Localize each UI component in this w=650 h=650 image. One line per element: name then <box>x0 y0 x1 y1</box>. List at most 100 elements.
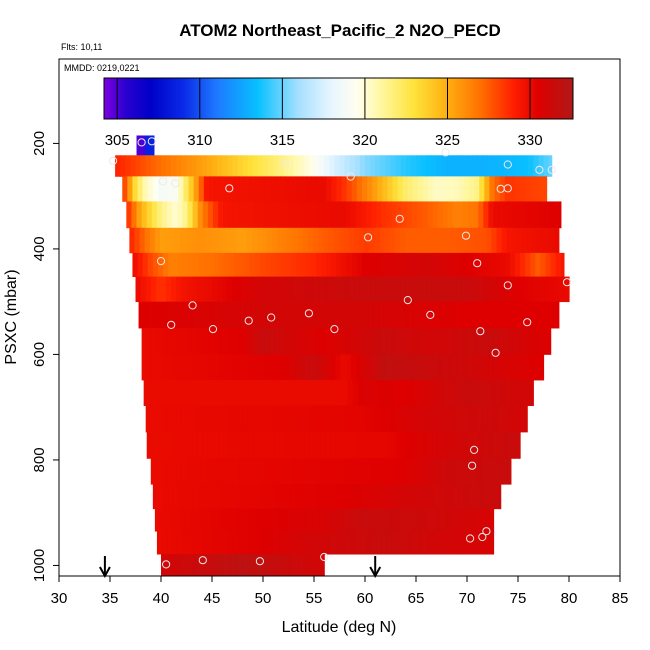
heatmap-cell <box>212 458 218 485</box>
heatmap-cell <box>373 380 379 406</box>
heatmap-cell <box>352 380 359 406</box>
heatmap-cell <box>155 155 162 177</box>
heatmap-cell <box>344 155 351 177</box>
heatmap-cell <box>315 201 321 229</box>
heatmap-cell <box>176 554 182 577</box>
heatmap-cell <box>305 252 312 278</box>
heatmap-cell <box>403 301 410 329</box>
heatmap-cell <box>460 227 467 254</box>
heatmap-cell <box>188 484 195 510</box>
heatmap-cell <box>396 531 403 555</box>
heatmap-cell <box>428 252 434 278</box>
heatmap-cell <box>437 531 444 555</box>
heatmap-cell <box>446 405 453 433</box>
heatmap-cell <box>156 531 163 555</box>
heatmap-cell <box>414 508 421 532</box>
heatmap-cell <box>437 328 444 355</box>
heatmap-cell <box>274 354 280 381</box>
heatmap-cell <box>478 201 484 229</box>
heatmap-cell <box>257 554 264 577</box>
sample-point <box>461 231 471 240</box>
heatmap-cell <box>377 252 383 278</box>
heatmap-cell <box>416 155 422 177</box>
heatmap-cell <box>308 405 315 433</box>
heatmap-cell <box>278 458 284 485</box>
heatmap-cell <box>441 458 448 485</box>
heatmap-cell <box>486 508 493 532</box>
heatmap-cell <box>485 301 492 329</box>
heatmap-cell <box>284 201 291 229</box>
heatmap-cell <box>143 380 150 406</box>
heatmap-cell <box>519 328 525 355</box>
heatmap-cell <box>410 405 417 433</box>
heatmap-cell <box>244 252 251 278</box>
heatmap-cell <box>468 201 474 229</box>
heatmap-cell <box>406 201 413 229</box>
heatmap-cell <box>161 155 167 177</box>
heatmap-cell <box>442 431 449 459</box>
heatmap-cell <box>156 328 163 355</box>
sample-point <box>267 313 276 322</box>
heatmap-cell <box>392 176 399 202</box>
heatmap-cell <box>171 405 177 433</box>
heatmap-cell <box>549 201 556 229</box>
heatmap-cell <box>242 405 249 433</box>
plot-frame <box>58 58 621 577</box>
heatmap-cell <box>250 380 257 406</box>
heatmap-cell <box>367 484 373 510</box>
heatmap-cell <box>384 508 391 532</box>
heatmap-cell <box>184 380 191 406</box>
heatmap-cell <box>433 176 440 202</box>
heatmap-cell <box>376 201 382 229</box>
heatmap-cell <box>187 328 194 355</box>
heatmap-cell <box>312 227 319 254</box>
heatmap-cell <box>436 458 443 485</box>
heatmap-row <box>156 531 495 555</box>
heatmap-cell <box>478 354 484 381</box>
heatmap-cell <box>432 201 439 229</box>
heatmap-cell <box>219 176 225 202</box>
heatmap-cell <box>481 227 487 254</box>
heatmap-cell <box>185 227 192 254</box>
heatmap-cell <box>360 354 367 381</box>
heatmap-cell <box>256 227 263 254</box>
heatmap-cell <box>135 276 142 303</box>
heatmap-cell <box>509 252 516 278</box>
heatmap-cell <box>510 301 517 329</box>
heatmap-cell <box>264 201 270 229</box>
heatmap-cell <box>293 155 300 177</box>
heatmap-cell <box>456 458 463 485</box>
y-tick-label: 800 <box>31 447 48 472</box>
heatmap-cell <box>162 201 168 229</box>
heatmap-cell <box>489 176 496 202</box>
heatmap-cell <box>539 354 545 381</box>
heatmap-cell <box>548 276 555 303</box>
heatmap-cell <box>472 276 478 303</box>
heatmap-cell <box>326 252 332 278</box>
heatmap-cell <box>159 508 166 532</box>
heatmap-cell <box>286 380 293 406</box>
heatmap-cell <box>336 176 343 202</box>
heatmap-cell <box>357 380 364 406</box>
heatmap-cell <box>326 176 332 202</box>
heatmap-cell <box>159 227 166 254</box>
heatmap-cell <box>432 328 439 355</box>
heatmap-cell <box>484 484 491 510</box>
heatmap-cell <box>380 155 386 177</box>
heatmap-cell <box>382 484 389 510</box>
heatmap-cell <box>350 531 357 555</box>
heatmap-row <box>126 201 562 229</box>
heatmap-cell <box>447 431 454 459</box>
heatmap-cell <box>463 176 470 202</box>
heatmap-cell <box>299 531 306 555</box>
heatmap-cell <box>510 380 517 406</box>
heatmap-cell <box>321 176 327 202</box>
heatmap-cell <box>417 354 423 381</box>
heatmap-cell <box>207 201 214 229</box>
heatmap-cell <box>216 227 222 254</box>
heatmap-cell <box>391 328 398 355</box>
heatmap-cell <box>344 405 351 433</box>
heatmap-cell <box>299 328 306 355</box>
heatmap-cell <box>309 201 316 229</box>
heatmap-cell <box>127 176 134 202</box>
